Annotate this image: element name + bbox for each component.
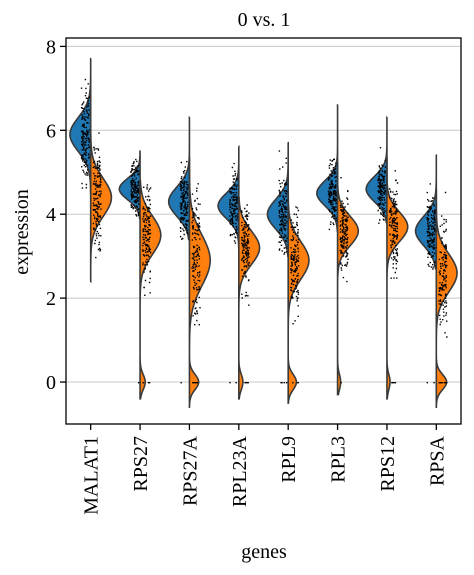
strip-points-left bbox=[278, 150, 288, 384]
x-axis-label: genes bbox=[241, 541, 287, 563]
strip-points-right bbox=[191, 183, 201, 384]
y-axis-label: expression bbox=[11, 189, 33, 275]
violin-half-left bbox=[365, 115, 388, 224]
x-tick-label: RPSA bbox=[426, 435, 448, 486]
chart-title: 0 vs. 1 bbox=[238, 9, 291, 31]
strip-points-left bbox=[80, 78, 91, 189]
strip-points-left bbox=[229, 162, 239, 384]
strip-points-right bbox=[142, 184, 152, 384]
y-tick-label: 0 bbox=[46, 372, 56, 394]
strip-points-left bbox=[377, 147, 387, 224]
violin-half-right bbox=[188, 159, 211, 409]
x-tick-label: RPL23A bbox=[229, 435, 251, 507]
strip-points bbox=[80, 78, 448, 384]
strip-points-right bbox=[92, 132, 102, 259]
strip-points-left bbox=[426, 183, 436, 384]
violin-half-left bbox=[167, 115, 191, 241]
strip-points-right bbox=[438, 191, 448, 384]
x-tick-label: MALAT1 bbox=[81, 436, 103, 515]
x-tick-label: RPS27 bbox=[130, 436, 152, 492]
violin-half-right bbox=[386, 159, 409, 400]
y-tick-label: 8 bbox=[46, 36, 56, 58]
x-tick-label: RPS12 bbox=[377, 436, 399, 492]
violin-half-right bbox=[336, 163, 360, 396]
plot-frame bbox=[65, 37, 462, 425]
x-tick-label: RPL3 bbox=[328, 436, 350, 483]
strip-points-left bbox=[327, 158, 337, 231]
violin-half-right bbox=[287, 188, 310, 404]
x-tick-label: RPL9 bbox=[278, 436, 300, 483]
violin-half-left bbox=[69, 57, 92, 195]
violins bbox=[69, 57, 458, 409]
y-tick-label: 2 bbox=[46, 288, 56, 310]
x-tick-label: RPS27A bbox=[179, 435, 201, 506]
strip-points-left bbox=[130, 158, 140, 384]
strip-points-right bbox=[240, 204, 251, 384]
y-tick-label: 4 bbox=[46, 204, 56, 226]
axes: 0 2 4 6 8 MALAT1 RPS27 RPS27A RPL23A RPL9 RPL3 RPS1… bbox=[46, 36, 462, 515]
violin-half-left bbox=[266, 141, 289, 257]
strip-points-right bbox=[339, 177, 349, 384]
strip-points-right bbox=[388, 170, 399, 384]
violin-half-left bbox=[316, 104, 339, 232]
y-tick-label: 6 bbox=[46, 120, 56, 142]
